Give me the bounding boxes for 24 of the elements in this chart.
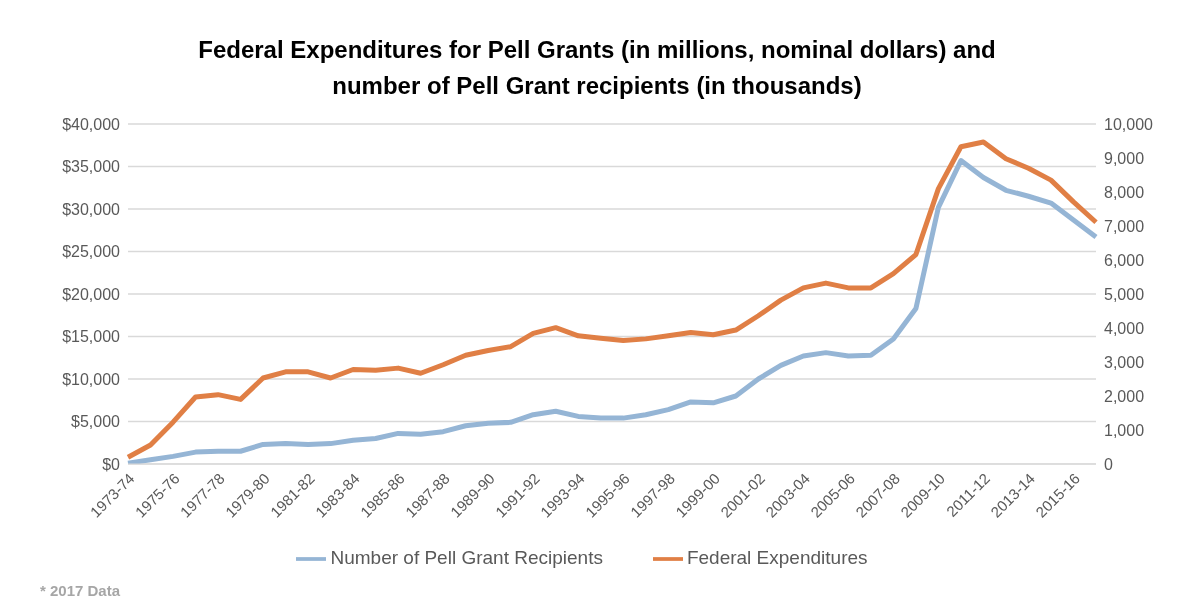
y-tick-label: $15,000 [62, 328, 121, 346]
y-tick-label: $25,000 [62, 243, 121, 261]
y2-tick-label: 1,000 [1104, 421, 1145, 439]
legend-label: Number of Pell Grant Recipients [330, 547, 603, 569]
y-tick-label: $10,000 [62, 370, 121, 388]
y-tick-label: $35,000 [62, 158, 121, 176]
y-tick-label: $40,000 [62, 115, 121, 133]
text: * 2017 Data [40, 582, 121, 599]
y2-tick-label: 3,000 [1104, 353, 1145, 371]
y2-tick-label: 7,000 [1104, 217, 1145, 235]
y-tick-label: $5,000 [71, 413, 121, 431]
y2-tick-label: 10,000 [1104, 115, 1154, 133]
y2-tick-label: 2,000 [1104, 387, 1145, 405]
y-tick-label: $0 [102, 455, 121, 473]
y2-tick-label: 6,000 [1104, 251, 1145, 269]
y-tick-label: $20,000 [62, 285, 121, 303]
chart-title: Federal Expenditures for Pell Grants (in millions, nominal dollars) and number of Pell Grant recipients (in thousands) [197, 35, 997, 101]
y2-tick-label: 0 [1104, 455, 1113, 473]
y2-tick-label: 4,000 [1104, 319, 1145, 337]
legend-label: Federal Expenditures [686, 547, 868, 569]
y-tick-label: $30,000 [62, 200, 121, 218]
y2-tick-label: 8,000 [1104, 183, 1145, 201]
y2-tick-label: 9,000 [1104, 149, 1145, 167]
y2-tick-label: 5,000 [1104, 285, 1145, 303]
